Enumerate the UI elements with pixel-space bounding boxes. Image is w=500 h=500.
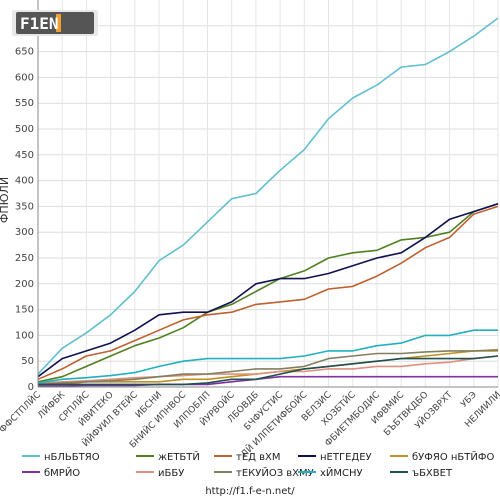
series-line-3 bbox=[37, 203, 499, 378]
y-tick-label: 50 bbox=[21, 356, 34, 367]
logo-text: F1EN bbox=[20, 14, 59, 33]
logo: F1EN bbox=[12, 10, 98, 36]
y-tick-label: 200 bbox=[15, 279, 34, 290]
legend-label: жЕТБТЙ bbox=[158, 450, 200, 463]
legend-label: ъБХВЕТ bbox=[412, 468, 453, 479]
y-tick-label: 250 bbox=[15, 253, 34, 264]
legend-label: тЕД вХМ bbox=[236, 452, 281, 463]
y-tick-label: 300 bbox=[15, 227, 34, 238]
legend-label: бМРЙО bbox=[44, 466, 80, 479]
series-line-2 bbox=[37, 205, 499, 381]
legend-label: бУФЯО нБТЙФО bbox=[412, 450, 494, 463]
y-tick-label: 100 bbox=[15, 330, 34, 341]
grid bbox=[37, 0, 499, 388]
legend-label: иББУ bbox=[158, 468, 184, 479]
y-tick-label: 0 bbox=[28, 382, 34, 393]
y-tick-label: 600 bbox=[15, 72, 34, 83]
legend-label: тЕКУЙОЗ вХМУ bbox=[236, 466, 314, 479]
series-line-5 bbox=[38, 375, 498, 387]
series-lines bbox=[37, 17, 499, 387]
y-tick-label: 550 bbox=[15, 98, 34, 109]
legend-label: хЙМСНУ bbox=[320, 466, 363, 479]
legend-label: нБЛЬБТЯО bbox=[44, 452, 100, 463]
y-tick-label: 150 bbox=[15, 305, 34, 316]
y-tick-label: 350 bbox=[15, 201, 34, 212]
y-axis-ticks: 0501001502002503003504004505005506006507… bbox=[15, 21, 34, 393]
y-tick-label: 500 bbox=[15, 124, 34, 135]
y-tick-label: 450 bbox=[15, 150, 34, 161]
legend: нБЛЬБТЯО жЕТБТЙ тЕД вХМ нЕТГЕДЕУ бУФЯО нБТЙФ… bbox=[22, 450, 494, 479]
series-line-9 bbox=[38, 355, 499, 386]
y-tick-label: 650 bbox=[15, 47, 34, 58]
y-axis-title: ФПЮЛИ bbox=[0, 177, 11, 223]
series-line-0 bbox=[37, 17, 499, 375]
series-line-6 bbox=[37, 355, 499, 384]
footer-url[interactable]: http://f1.f-e-n.net/ bbox=[205, 486, 295, 497]
legend-label: нЕТГЕДЕУ bbox=[320, 452, 372, 463]
y-tick-label: 400 bbox=[15, 176, 34, 187]
series-line-7 bbox=[37, 349, 499, 386]
series-line-8 bbox=[37, 329, 498, 384]
series-line-1 bbox=[37, 203, 499, 383]
